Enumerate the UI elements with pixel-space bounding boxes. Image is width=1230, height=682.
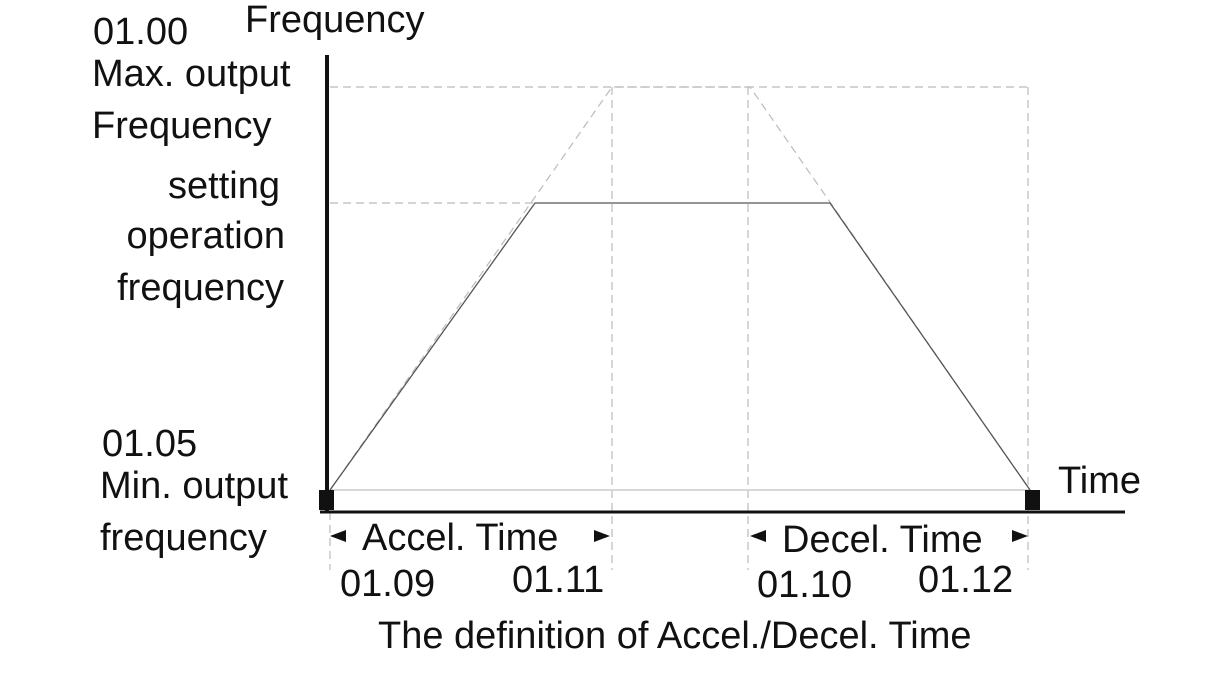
arrow-left	[750, 530, 766, 542]
decel-code: 01.12	[918, 559, 1013, 601]
setting-label: setting	[168, 165, 280, 207]
start-marker	[319, 490, 334, 510]
setting-label: frequency	[117, 267, 284, 309]
max-label: Max. output	[92, 53, 291, 95]
accel-code: 01.11	[512, 559, 604, 601]
max-frequency-profile	[329, 86, 1031, 491]
accel-code: 01.09	[340, 563, 435, 605]
accel-label: Accel. Time	[362, 517, 558, 559]
decel-code: 01.10	[757, 564, 852, 606]
setting-label: operation	[127, 215, 285, 257]
max-label: Frequency	[92, 105, 272, 147]
arrow-left	[330, 530, 346, 542]
x-axis-label: Time	[1058, 460, 1141, 502]
operation-profile	[329, 202, 1031, 491]
arrow-right	[594, 530, 610, 542]
min-label: Min. output	[100, 465, 288, 507]
y-axis-label: Frequency	[245, 0, 425, 41]
min-code: 01.05	[102, 423, 197, 465]
max-code: 01.00	[93, 11, 188, 53]
end-marker	[1025, 490, 1040, 510]
arrow-right	[1012, 530, 1028, 542]
min-label: frequency	[100, 517, 267, 559]
decel-label: Decel. Time	[782, 519, 983, 561]
caption: The definition of Accel./Decel. Time	[378, 615, 972, 657]
